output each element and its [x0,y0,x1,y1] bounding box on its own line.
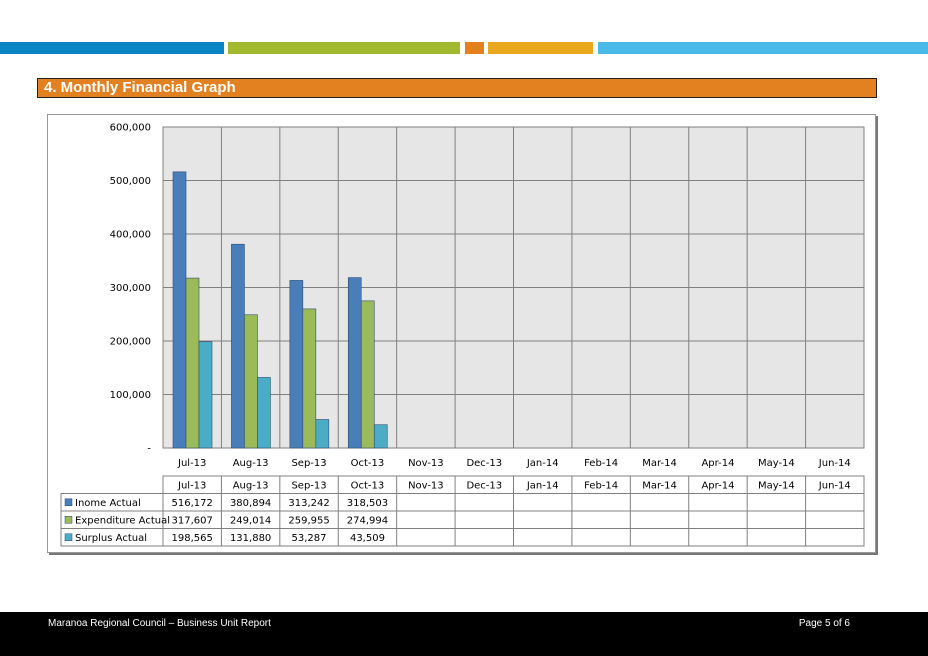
data-table-header-cell: Aug-13 [233,481,269,492]
x-tick-label: Aug-13 [233,458,269,469]
x-tick-label: Jun-14 [818,458,851,469]
data-table-body [60,493,865,547]
footer-page-number: Page 5 of 6 [798,618,850,629]
legend-key-surplus [64,533,73,541]
x-tick-label: Dec-13 [466,458,502,469]
x-tick-label: Jul-13 [177,458,206,469]
bar-income [231,243,245,449]
data-table-header-cell: Jan-14 [526,481,559,492]
legend-key-expenditure [64,516,73,524]
data-table-cell-income: 380,894 [230,498,271,509]
bar-surplus [373,424,388,449]
data-table-header-cell: Sep-13 [291,481,326,492]
bar-income [347,277,362,449]
data-table-header-cell: Jun-14 [818,481,851,492]
y-tick-label: 600,000 [110,123,151,134]
data-table-cell-expenditure: 317,607 [172,516,213,527]
data-table-cell-expenditure: 259,955 [288,516,329,527]
bar-income [289,280,304,449]
header-stripe-lightblue [598,42,928,54]
section-title: 4. Monthly Financial Graph [37,78,877,98]
data-table-cell-income: 313,242 [288,498,329,509]
header-stripe-blue [0,42,224,54]
data-table-header-cell: Oct-13 [351,481,385,492]
bar-income [172,171,187,449]
x-tick-label: Sep-13 [291,458,326,469]
data-table-cell-surplus: 53,287 [292,533,327,544]
legend-label-surplus: Surplus Actual [75,533,147,544]
data-table-cell-expenditure: 274,994 [347,516,388,527]
bar-expenditure [360,300,375,449]
data-table-header-cell: Feb-14 [584,481,618,492]
x-tick-label: Oct-13 [351,458,385,469]
data-table-header-cell: Mar-14 [642,481,677,492]
page-footer: Maranoa Regional Council – Business Unit… [0,612,928,656]
bar-expenditure [185,277,200,449]
bar-surplus [198,341,213,449]
legend-key-income [64,498,73,506]
x-tick-label: Mar-14 [642,458,677,469]
data-table-cell-expenditure: 249,014 [230,516,271,527]
x-tick-label: Nov-13 [408,458,444,469]
header-stripe-green [228,42,460,54]
bar-expenditure [244,314,258,449]
y-tick-label: 200,000 [110,337,151,348]
data-table-header-cell: Jul-13 [177,481,206,492]
y-tick-label: 300,000 [110,283,151,294]
footer-report-title: Maranoa Regional Council – Business Unit… [48,618,271,629]
header-stripe-orange [465,42,484,54]
y-tick-label: 500,000 [110,176,151,187]
x-tick-label: Apr-14 [701,458,734,469]
x-tick-label: May-14 [758,458,795,469]
bar-expenditure [302,308,317,449]
data-table-cell-income: 516,172 [172,498,213,509]
x-tick-label: Feb-14 [584,458,618,469]
legend-label-income: Inome Actual [75,498,141,509]
chart-frame: - 100,000 200,000 300,000 400,000 500,000 600,… [47,114,876,553]
bar-surplus [257,377,271,449]
x-tick-label: Jan-14 [526,458,559,469]
legend-label-expenditure: Expenditure Actual [75,516,170,527]
monthly-financial-chart: - 100,000 200,000 300,000 400,000 500,000 600,… [60,123,865,547]
y-tick-label: 100,000 [110,390,151,401]
y-tick-label: - [147,444,151,455]
data-table-header-cell: May-14 [758,481,795,492]
y-tick-label: 400,000 [110,230,151,241]
bar-surplus [315,419,330,449]
data-table-cell-surplus: 43,509 [350,533,385,544]
data-table-header-cell: Apr-14 [701,481,734,492]
data-table-cell-income: 318,503 [347,498,388,509]
data-table-cell-surplus: 131,880 [230,533,271,544]
data-table-header-cell: Nov-13 [408,481,444,492]
header-stripe-yellow [488,42,593,54]
data-table-header-cell: Dec-13 [466,481,502,492]
data-table-cell-surplus: 198,565 [172,533,213,544]
